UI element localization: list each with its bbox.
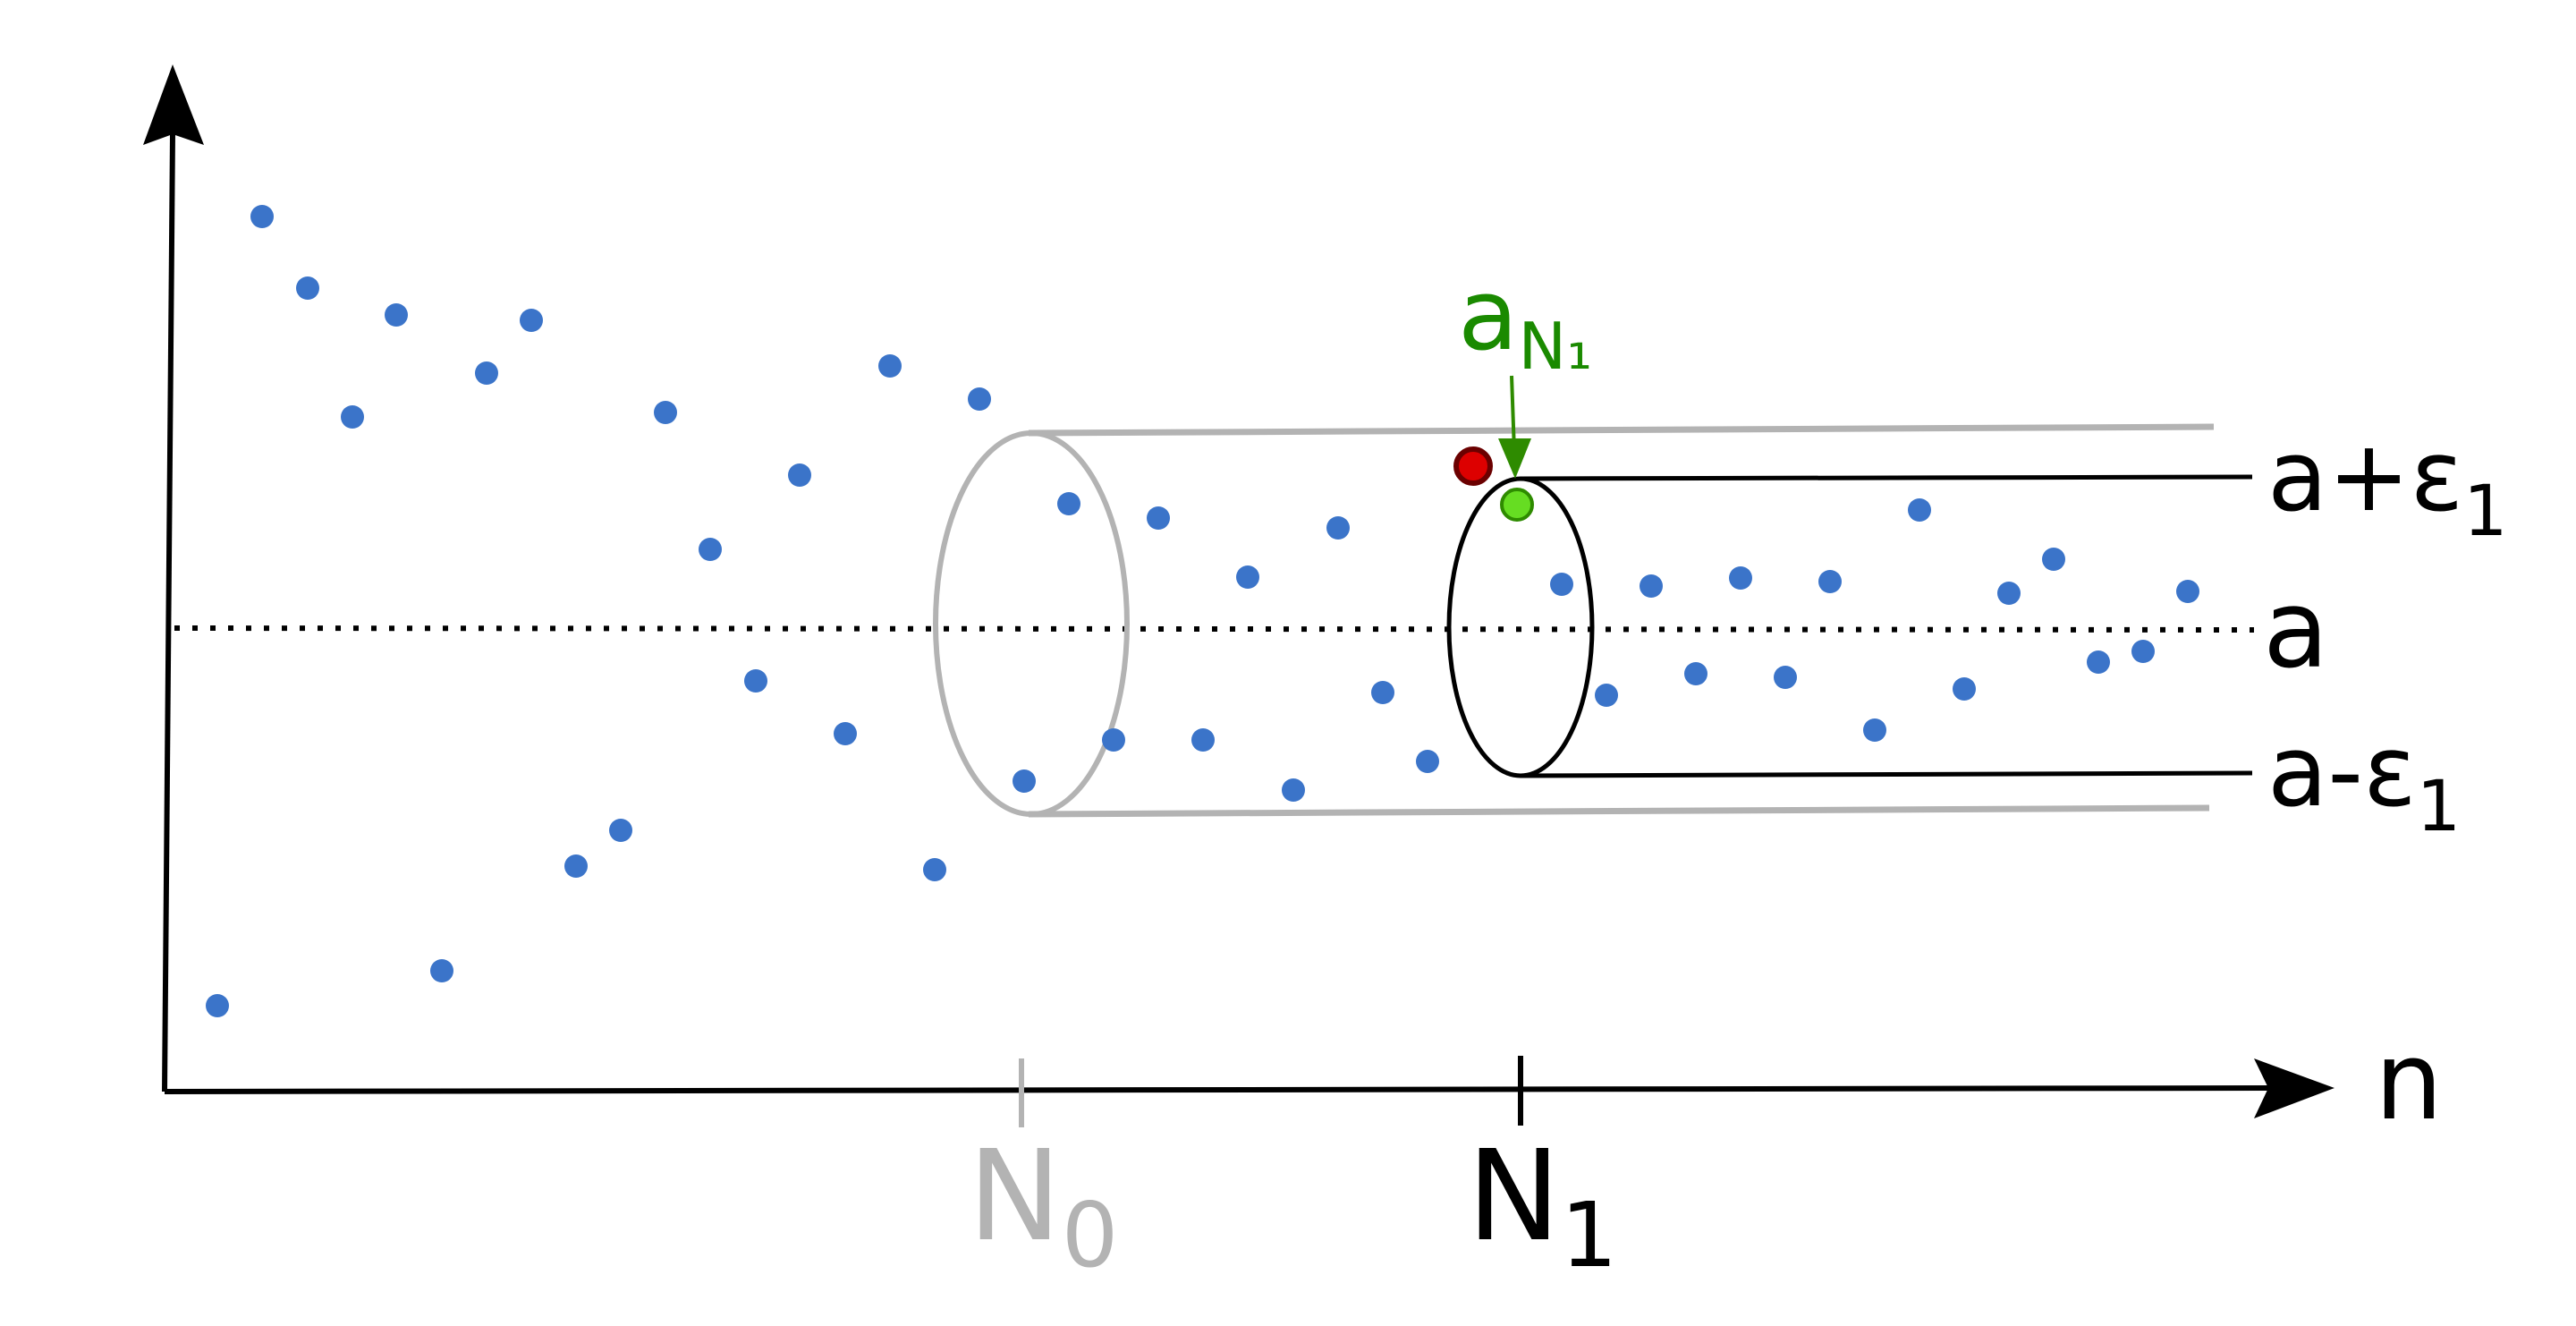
sequence-points — [206, 205, 2199, 1017]
sequence-point — [699, 538, 722, 561]
sequence-point — [1550, 573, 1573, 596]
sequence-point — [1595, 684, 1618, 707]
outlier-point — [1453, 446, 1493, 486]
sequence-point — [1416, 750, 1439, 773]
sequence-point — [1013, 769, 1036, 793]
axes: n — [143, 64, 2443, 1144]
inner-tube-bottom — [1520, 770, 2253, 778]
sequence-point — [341, 405, 364, 429]
sequence-point — [878, 354, 902, 378]
sequence-point — [1640, 574, 1663, 598]
sequence-point — [2042, 548, 2065, 571]
inner-tube-n1: a+ε1 a-ε1 — [1446, 419, 2508, 847]
sequence-point — [1236, 565, 1259, 589]
sequence-point — [1953, 677, 1976, 701]
upper-bound-label: a+ε1 — [2267, 419, 2508, 552]
sequence-point — [1057, 492, 1080, 515]
lower-bound-label: a-ε1 — [2267, 714, 2461, 847]
sequence-point — [1729, 566, 1752, 590]
sequence-point — [1908, 498, 1931, 522]
sequence-point — [1774, 666, 1797, 689]
sequence-point — [1102, 728, 1125, 752]
outer-tube-n0 — [933, 423, 2215, 818]
sequence-point — [1282, 778, 1305, 802]
sequence-point — [1191, 728, 1215, 752]
outer-tube-top — [1028, 423, 2215, 437]
sequence-point — [1997, 582, 2021, 605]
inner-tube-ellipse — [1446, 476, 1595, 778]
x-axis-line — [164, 1085, 2273, 1094]
sequence-point — [2176, 580, 2199, 603]
highlight-point — [1500, 488, 1534, 522]
sequence-point — [475, 361, 498, 385]
sequence-point — [609, 819, 632, 842]
limit-line — [174, 625, 2255, 633]
n0-label: N0 — [968, 1124, 1118, 1288]
sequence-point — [385, 303, 408, 327]
outer-tube-ellipse — [933, 430, 1130, 817]
sequence-point — [788, 463, 811, 487]
sequence-point — [654, 401, 677, 424]
sequence-point — [206, 994, 229, 1017]
y-axis-line — [162, 133, 175, 1092]
sequence-point — [834, 722, 857, 745]
limit-label: a — [2263, 568, 2329, 693]
sequence-point — [968, 387, 991, 411]
sequence-point — [2131, 640, 2155, 663]
sequence-point — [1684, 662, 1707, 685]
inner-tube-top — [1520, 474, 2253, 481]
highlight-label: aN₁ — [1458, 258, 1592, 384]
x-axis-arrowhead — [2254, 1058, 2334, 1118]
sequence-point — [1326, 516, 1350, 540]
y-axis-arrowhead — [143, 64, 204, 145]
sequence-point — [520, 309, 543, 332]
highlight-arrowhead — [1498, 438, 1531, 479]
sequence-point — [564, 854, 588, 878]
sequence-point — [744, 669, 767, 693]
x-axis-label: n — [2375, 1020, 2443, 1144]
sequence-point — [1371, 681, 1394, 704]
sequence-point — [1147, 506, 1170, 530]
sequence-point — [430, 959, 453, 982]
sequence-point — [1863, 718, 1886, 742]
sequence-point — [296, 276, 319, 300]
n1-label: N1 — [1467, 1124, 1617, 1288]
sequence-point — [923, 858, 946, 881]
sequence-point — [1818, 570, 1842, 593]
sequence-point — [2087, 650, 2110, 674]
outer-tube-bottom — [1028, 804, 2210, 818]
sequence-point — [250, 205, 274, 228]
